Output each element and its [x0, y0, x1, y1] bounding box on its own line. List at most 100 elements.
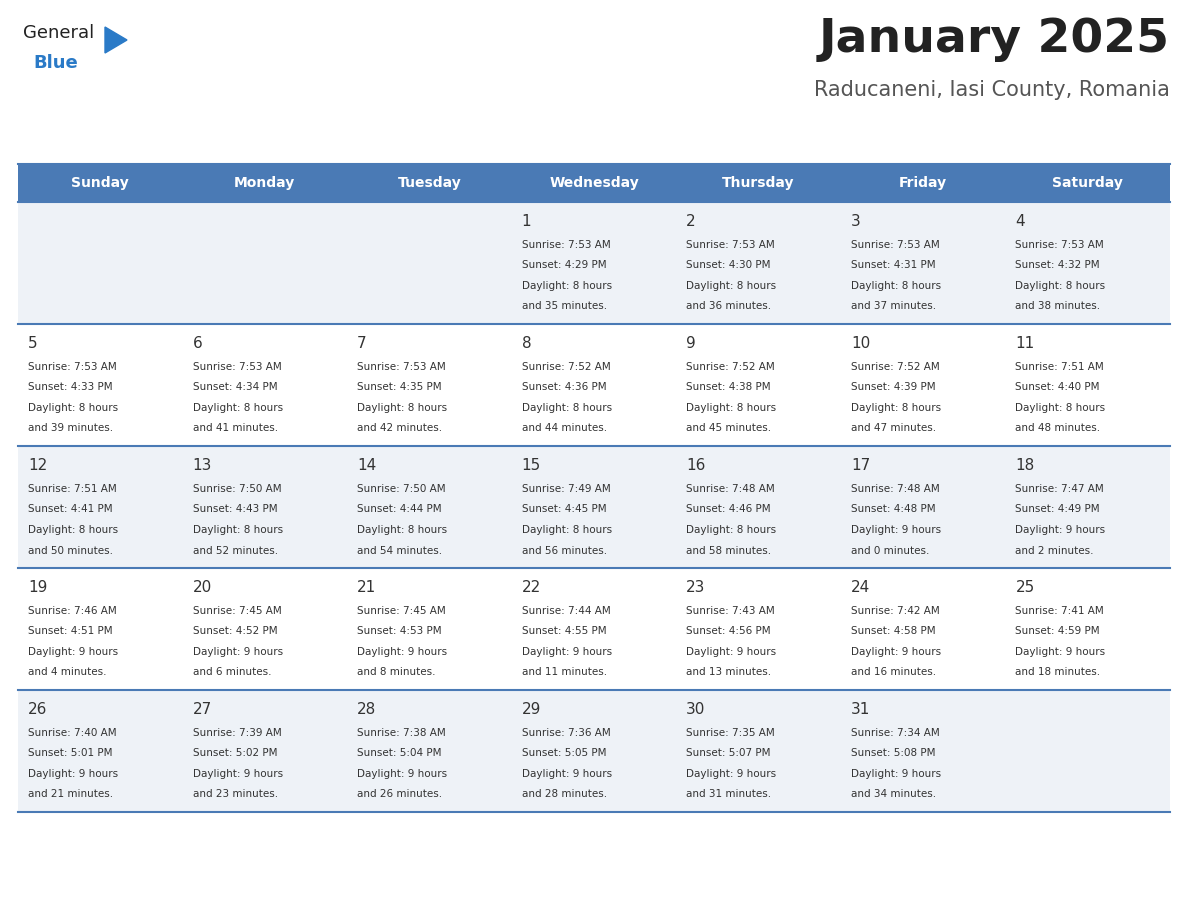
- Text: Sunset: 4:39 PM: Sunset: 4:39 PM: [851, 383, 935, 393]
- Text: Sunset: 4:51 PM: Sunset: 4:51 PM: [29, 626, 113, 636]
- Text: 6: 6: [192, 336, 202, 351]
- Text: Sunrise: 7:51 AM: Sunrise: 7:51 AM: [1016, 362, 1104, 372]
- Text: Sunrise: 7:42 AM: Sunrise: 7:42 AM: [851, 606, 940, 616]
- Text: Daylight: 8 hours: Daylight: 8 hours: [1016, 281, 1106, 291]
- Text: Daylight: 8 hours: Daylight: 8 hours: [192, 403, 283, 413]
- Text: and 18 minutes.: and 18 minutes.: [1016, 667, 1100, 677]
- Text: and 50 minutes.: and 50 minutes.: [29, 545, 113, 555]
- Bar: [18, 202, 1170, 324]
- Text: Sunrise: 7:53 AM: Sunrise: 7:53 AM: [192, 362, 282, 372]
- Text: 14: 14: [358, 458, 377, 473]
- Text: and 35 minutes.: and 35 minutes.: [522, 301, 607, 311]
- Text: and 56 minutes.: and 56 minutes.: [522, 545, 607, 555]
- Text: Sunrise: 7:48 AM: Sunrise: 7:48 AM: [687, 484, 775, 494]
- Text: 18: 18: [1016, 458, 1035, 473]
- Text: Sunset: 5:04 PM: Sunset: 5:04 PM: [358, 748, 442, 758]
- Text: Daylight: 8 hours: Daylight: 8 hours: [192, 525, 283, 535]
- Text: Sunset: 4:40 PM: Sunset: 4:40 PM: [1016, 383, 1100, 393]
- Text: 26: 26: [29, 702, 48, 717]
- Text: Daylight: 8 hours: Daylight: 8 hours: [687, 525, 777, 535]
- Text: and 37 minutes.: and 37 minutes.: [851, 301, 936, 311]
- Text: and 41 minutes.: and 41 minutes.: [192, 423, 278, 433]
- Text: Thursday: Thursday: [722, 176, 795, 190]
- Text: 24: 24: [851, 580, 870, 595]
- Text: January 2025: January 2025: [819, 17, 1170, 62]
- Text: 1: 1: [522, 214, 531, 229]
- Text: Sunrise: 7:34 AM: Sunrise: 7:34 AM: [851, 728, 940, 738]
- Text: 30: 30: [687, 702, 706, 717]
- Text: 2: 2: [687, 214, 696, 229]
- Text: and 54 minutes.: and 54 minutes.: [358, 545, 442, 555]
- Text: 27: 27: [192, 702, 211, 717]
- Bar: [18, 568, 1170, 690]
- Text: Daylight: 9 hours: Daylight: 9 hours: [687, 769, 777, 779]
- Text: Daylight: 8 hours: Daylight: 8 hours: [687, 281, 777, 291]
- Text: Sunset: 4:43 PM: Sunset: 4:43 PM: [192, 505, 277, 514]
- Text: 25: 25: [1016, 580, 1035, 595]
- Text: Sunset: 4:29 PM: Sunset: 4:29 PM: [522, 261, 606, 271]
- Text: Monday: Monday: [234, 176, 296, 190]
- Text: Sunset: 5:05 PM: Sunset: 5:05 PM: [522, 748, 606, 758]
- Text: Sunset: 4:34 PM: Sunset: 4:34 PM: [192, 383, 277, 393]
- Text: 8: 8: [522, 336, 531, 351]
- Text: 12: 12: [29, 458, 48, 473]
- Text: Sunrise: 7:45 AM: Sunrise: 7:45 AM: [358, 606, 446, 616]
- Text: Sunrise: 7:35 AM: Sunrise: 7:35 AM: [687, 728, 775, 738]
- Text: Sunrise: 7:53 AM: Sunrise: 7:53 AM: [851, 240, 940, 250]
- Text: Daylight: 9 hours: Daylight: 9 hours: [192, 647, 283, 657]
- Text: and 28 minutes.: and 28 minutes.: [522, 789, 607, 800]
- Text: Sunset: 5:01 PM: Sunset: 5:01 PM: [29, 748, 113, 758]
- Text: 23: 23: [687, 580, 706, 595]
- Text: and 26 minutes.: and 26 minutes.: [358, 789, 442, 800]
- Text: Sunset: 5:02 PM: Sunset: 5:02 PM: [192, 748, 277, 758]
- Polygon shape: [105, 27, 127, 53]
- Text: Daylight: 9 hours: Daylight: 9 hours: [522, 769, 612, 779]
- Text: Daylight: 9 hours: Daylight: 9 hours: [851, 769, 941, 779]
- Text: Sunrise: 7:53 AM: Sunrise: 7:53 AM: [358, 362, 446, 372]
- Text: 17: 17: [851, 458, 870, 473]
- Text: and 38 minutes.: and 38 minutes.: [1016, 301, 1100, 311]
- Text: Wednesday: Wednesday: [549, 176, 639, 190]
- Text: Sunrise: 7:36 AM: Sunrise: 7:36 AM: [522, 728, 611, 738]
- Text: Sunset: 4:33 PM: Sunset: 4:33 PM: [29, 383, 113, 393]
- Text: and 44 minutes.: and 44 minutes.: [522, 423, 607, 433]
- Text: and 42 minutes.: and 42 minutes.: [358, 423, 442, 433]
- Text: Sunset: 4:52 PM: Sunset: 4:52 PM: [192, 626, 277, 636]
- Text: Sunrise: 7:52 AM: Sunrise: 7:52 AM: [687, 362, 775, 372]
- Text: Sunset: 5:08 PM: Sunset: 5:08 PM: [851, 748, 935, 758]
- Text: Sunrise: 7:44 AM: Sunrise: 7:44 AM: [522, 606, 611, 616]
- Text: Daylight: 8 hours: Daylight: 8 hours: [358, 525, 447, 535]
- Text: Daylight: 8 hours: Daylight: 8 hours: [687, 403, 777, 413]
- Text: and 2 minutes.: and 2 minutes.: [1016, 545, 1094, 555]
- Text: and 58 minutes.: and 58 minutes.: [687, 545, 771, 555]
- Text: Sunset: 4:32 PM: Sunset: 4:32 PM: [1016, 261, 1100, 271]
- Text: Sunrise: 7:53 AM: Sunrise: 7:53 AM: [29, 362, 116, 372]
- Text: and 34 minutes.: and 34 minutes.: [851, 789, 936, 800]
- Text: Sunrise: 7:52 AM: Sunrise: 7:52 AM: [851, 362, 940, 372]
- Text: 11: 11: [1016, 336, 1035, 351]
- Text: Sunrise: 7:45 AM: Sunrise: 7:45 AM: [192, 606, 282, 616]
- Text: and 11 minutes.: and 11 minutes.: [522, 667, 607, 677]
- Text: Sunrise: 7:48 AM: Sunrise: 7:48 AM: [851, 484, 940, 494]
- Text: Sunrise: 7:53 AM: Sunrise: 7:53 AM: [522, 240, 611, 250]
- Text: Sunset: 4:30 PM: Sunset: 4:30 PM: [687, 261, 771, 271]
- Text: 15: 15: [522, 458, 541, 473]
- Text: Sunset: 4:53 PM: Sunset: 4:53 PM: [358, 626, 442, 636]
- Text: Sunrise: 7:46 AM: Sunrise: 7:46 AM: [29, 606, 116, 616]
- Text: Sunrise: 7:38 AM: Sunrise: 7:38 AM: [358, 728, 446, 738]
- Text: 3: 3: [851, 214, 860, 229]
- Text: Daylight: 9 hours: Daylight: 9 hours: [29, 647, 118, 657]
- Text: Daylight: 9 hours: Daylight: 9 hours: [851, 647, 941, 657]
- Text: Blue: Blue: [33, 54, 77, 72]
- Text: Daylight: 9 hours: Daylight: 9 hours: [358, 769, 447, 779]
- Text: and 36 minutes.: and 36 minutes.: [687, 301, 771, 311]
- Bar: [18, 324, 1170, 446]
- Text: and 39 minutes.: and 39 minutes.: [29, 423, 113, 433]
- Text: and 48 minutes.: and 48 minutes.: [1016, 423, 1100, 433]
- Text: General: General: [23, 24, 94, 42]
- Text: Daylight: 9 hours: Daylight: 9 hours: [29, 769, 118, 779]
- Text: Sunset: 4:58 PM: Sunset: 4:58 PM: [851, 626, 935, 636]
- Text: Daylight: 8 hours: Daylight: 8 hours: [358, 403, 447, 413]
- Text: and 23 minutes.: and 23 minutes.: [192, 789, 278, 800]
- Text: and 6 minutes.: and 6 minutes.: [192, 667, 271, 677]
